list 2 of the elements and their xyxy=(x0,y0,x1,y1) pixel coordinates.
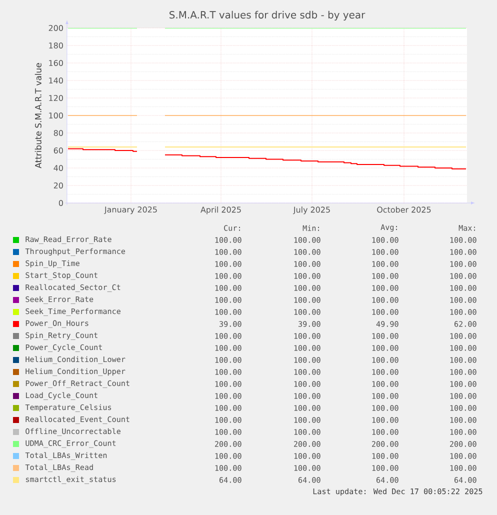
y-axis-title: Attribute S.M.A.R.T value xyxy=(34,63,42,168)
chart-title: S.M.A.R.T values for drive sdb - by year xyxy=(170,10,366,20)
